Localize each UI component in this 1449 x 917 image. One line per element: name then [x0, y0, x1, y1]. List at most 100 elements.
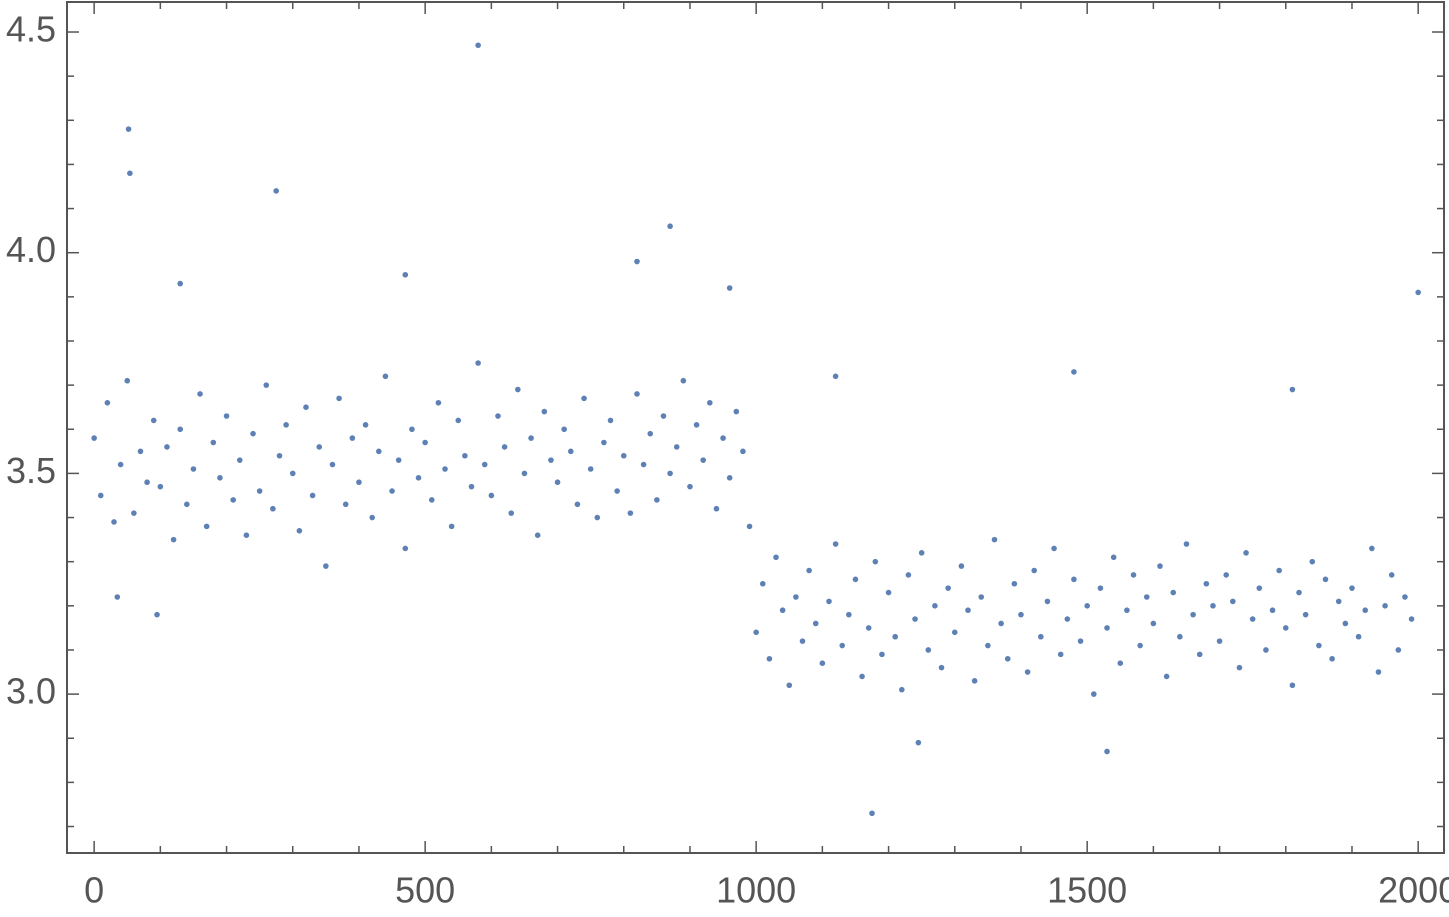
point [1362, 607, 1369, 614]
point [693, 422, 700, 428]
point [501, 444, 508, 450]
point [1236, 664, 1243, 671]
point [283, 422, 289, 428]
point [634, 258, 640, 265]
point [687, 483, 693, 490]
point [1388, 572, 1395, 578]
point [111, 519, 117, 525]
y-tick-label: 4.0 [6, 229, 56, 270]
x-tick-label: 2000 [1378, 870, 1449, 911]
point [170, 536, 177, 543]
point [125, 126, 132, 132]
point [1077, 638, 1084, 644]
point [217, 475, 223, 481]
point [627, 510, 634, 516]
point [991, 536, 998, 543]
point [468, 483, 475, 490]
y-tick-label: 3.5 [6, 450, 56, 491]
point [1044, 598, 1051, 605]
point [660, 413, 667, 419]
point [1375, 669, 1382, 675]
point [1415, 289, 1421, 296]
point [309, 492, 316, 499]
point [273, 188, 279, 194]
point [1011, 580, 1018, 587]
point [475, 42, 481, 49]
point [1104, 625, 1110, 631]
point [488, 492, 495, 499]
point [713, 505, 720, 512]
point [435, 399, 442, 406]
point [812, 620, 819, 627]
point [1322, 576, 1329, 583]
point [144, 479, 150, 486]
point [594, 514, 601, 521]
point [508, 510, 515, 516]
point [104, 399, 111, 406]
point [455, 417, 462, 424]
x-tick-label: 1000 [716, 870, 796, 911]
point [806, 567, 812, 574]
point [647, 430, 654, 437]
point [1097, 585, 1104, 591]
point [515, 386, 521, 393]
point [1369, 545, 1375, 552]
point [1110, 554, 1117, 561]
point [905, 572, 912, 578]
point [846, 611, 852, 618]
point [362, 422, 369, 428]
point [574, 501, 581, 508]
point [826, 598, 832, 605]
point [819, 660, 826, 667]
point [965, 607, 971, 614]
point [753, 629, 759, 636]
point [1256, 585, 1263, 591]
point [773, 554, 779, 561]
point [667, 223, 673, 230]
point [1196, 651, 1203, 658]
point [495, 413, 501, 419]
point [316, 444, 323, 450]
point [91, 435, 97, 441]
point [442, 466, 448, 472]
point [1057, 651, 1064, 658]
point [395, 457, 402, 463]
point [236, 457, 243, 463]
point [1024, 669, 1031, 675]
point [1276, 567, 1282, 574]
point [554, 479, 561, 486]
point [131, 510, 137, 516]
point [409, 426, 415, 433]
point [428, 497, 435, 503]
point [127, 170, 133, 177]
point [912, 616, 918, 622]
point [925, 647, 932, 653]
point [832, 541, 839, 547]
point [707, 399, 713, 406]
point [667, 470, 673, 477]
point [766, 655, 773, 662]
point [97, 492, 104, 499]
point [601, 439, 607, 446]
point [654, 497, 660, 503]
point [1124, 607, 1130, 614]
point [1143, 594, 1150, 600]
point [1309, 558, 1316, 565]
point [938, 664, 945, 671]
point [740, 448, 746, 455]
point [958, 563, 965, 569]
point [1117, 660, 1124, 667]
point [779, 607, 786, 614]
x-tick-label: 500 [395, 870, 455, 911]
point [1355, 633, 1362, 640]
y-tick-label: 4.5 [6, 9, 56, 50]
point [918, 550, 925, 556]
point [223, 413, 230, 419]
point [1170, 589, 1177, 596]
point [250, 430, 256, 437]
point [561, 426, 567, 433]
point [548, 457, 554, 463]
point [323, 563, 329, 569]
plot-frame [66, 1, 1445, 854]
